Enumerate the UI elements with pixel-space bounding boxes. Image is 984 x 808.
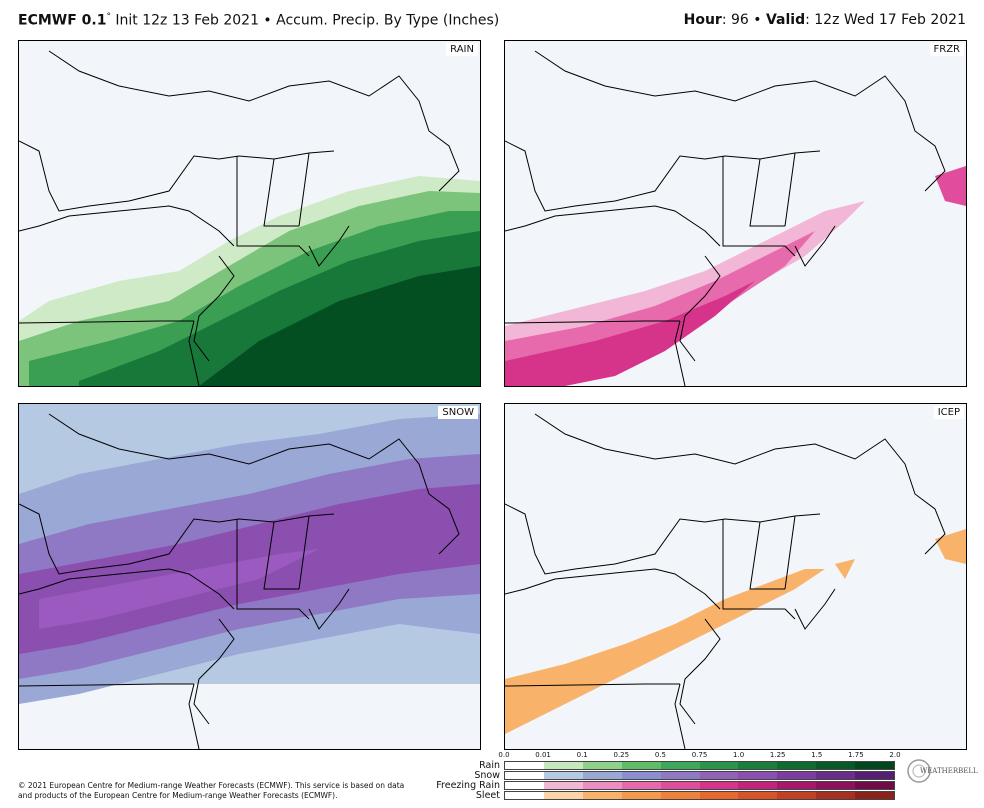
legend-swatch: [855, 772, 895, 779]
legend-swatch: [543, 792, 583, 799]
legend-row-label: Freezing Rain: [436, 780, 500, 791]
legend-swatch: [777, 762, 817, 769]
copyright-text: © 2021 European Centre for Medium-range …: [18, 781, 405, 800]
rain-map: [19, 50, 480, 386]
snow-panel: SNOW: [18, 403, 481, 750]
precip-legend: 0.0 0.01 0.1 0.25 0.5 0.75 1.0 1.25 1.5 1.75 2.0 R…: [420, 751, 900, 807]
panel-tag: ICEP: [933, 406, 964, 419]
hour-label: Hour: [683, 12, 722, 28]
freezing-rain-panel: FRZR: [504, 40, 967, 387]
legend-swatch: [505, 792, 544, 799]
legend-swatch: [855, 762, 895, 769]
panel-tag: RAIN: [446, 43, 478, 56]
legend-swatch: [738, 772, 778, 779]
legend-tick-label: 1.5: [811, 751, 823, 759]
snow-map: [19, 404, 480, 749]
logo-wordmark: WEATHERBELL: [920, 767, 978, 775]
panel-tag: FRZR: [929, 43, 964, 56]
legend-color-bar: [504, 791, 895, 800]
model-name: ECMWF 0.1: [18, 12, 107, 29]
legend-swatch: [582, 782, 622, 789]
legend-swatch: [621, 762, 661, 769]
legend-tick-label: 0.25: [613, 751, 630, 759]
legend-swatch: [582, 792, 622, 799]
legend-tick-label: 1.25: [769, 751, 786, 759]
legend-color-bar: [504, 761, 895, 770]
icep-map: [505, 413, 966, 749]
legend-row-label: Rain: [479, 760, 500, 771]
legend-swatch: [621, 772, 661, 779]
legend-tick-label: 0.75: [691, 751, 708, 759]
frzr-map: [505, 50, 966, 386]
legend-swatch: [816, 782, 856, 789]
legend-swatch: [699, 762, 739, 769]
legend-swatch: [777, 772, 817, 779]
legend-swatch: [543, 772, 583, 779]
legend-swatch: [816, 772, 856, 779]
hour-value: : 96 •: [721, 12, 766, 28]
legend-swatch: [699, 782, 739, 789]
legend-color-bar: [504, 771, 895, 780]
legend-swatch: [738, 762, 778, 769]
sleet-panel: ICEP: [504, 403, 967, 750]
init-text: Init 12z 13 Feb 2021 • Accum. Precip. By…: [110, 12, 500, 29]
legend-swatch: [505, 772, 544, 779]
legend-swatch: [699, 792, 739, 799]
legend-swatch: [738, 792, 778, 799]
valid-label: Valid: [765, 12, 806, 28]
panel-tag: SNOW: [438, 406, 478, 419]
legend-tick-label: 0.01: [535, 751, 551, 759]
legend-swatch: [699, 772, 739, 779]
legend-swatch: [660, 762, 700, 769]
legend-tick-label: 2.0: [889, 751, 901, 759]
legend-tick-label: 0.0: [498, 751, 510, 759]
legend-tick-label: 1.0: [733, 751, 745, 759]
legend-color-bar: [504, 781, 895, 790]
legend-swatch: [738, 782, 778, 789]
map-title: ECMWF 0.1° Init 12z 13 Feb 2021 • Accum.…: [18, 12, 499, 29]
legend-swatch: [543, 782, 583, 789]
degree-mark: °: [106, 12, 111, 22]
legend-swatch: [777, 782, 817, 789]
valid-time: Hour: 96 • Valid: 12z Wed 17 Feb 2021: [684, 12, 966, 28]
legend-swatch: [660, 772, 700, 779]
legend-swatch: [816, 762, 856, 769]
legend-swatch: [582, 772, 622, 779]
legend-swatch: [660, 782, 700, 789]
legend-swatch: [777, 792, 817, 799]
legend-swatch: [816, 792, 856, 799]
legend-swatch: [543, 762, 583, 769]
legend-swatch: [621, 792, 661, 799]
legend-swatch: [660, 792, 700, 799]
legend-tick-label: 1.75: [848, 751, 864, 759]
legend-swatch: [855, 782, 895, 789]
legend-tick-label: 0.1: [576, 751, 588, 759]
rain-panel: RAIN: [18, 40, 481, 387]
legend-swatch: [855, 792, 895, 799]
legend-swatch: [621, 782, 661, 789]
legend-swatch: [582, 762, 622, 769]
legend-swatch: [505, 782, 544, 789]
legend-swatch: [505, 762, 544, 769]
legend-tick-label: 0.5: [654, 751, 666, 759]
legend-row-label: Snow: [474, 770, 500, 781]
valid-value: : 12z Wed 17 Feb 2021: [805, 12, 966, 28]
weatherbell-logo-icon: [907, 759, 931, 783]
legend-row-label: Sleet: [475, 790, 500, 801]
